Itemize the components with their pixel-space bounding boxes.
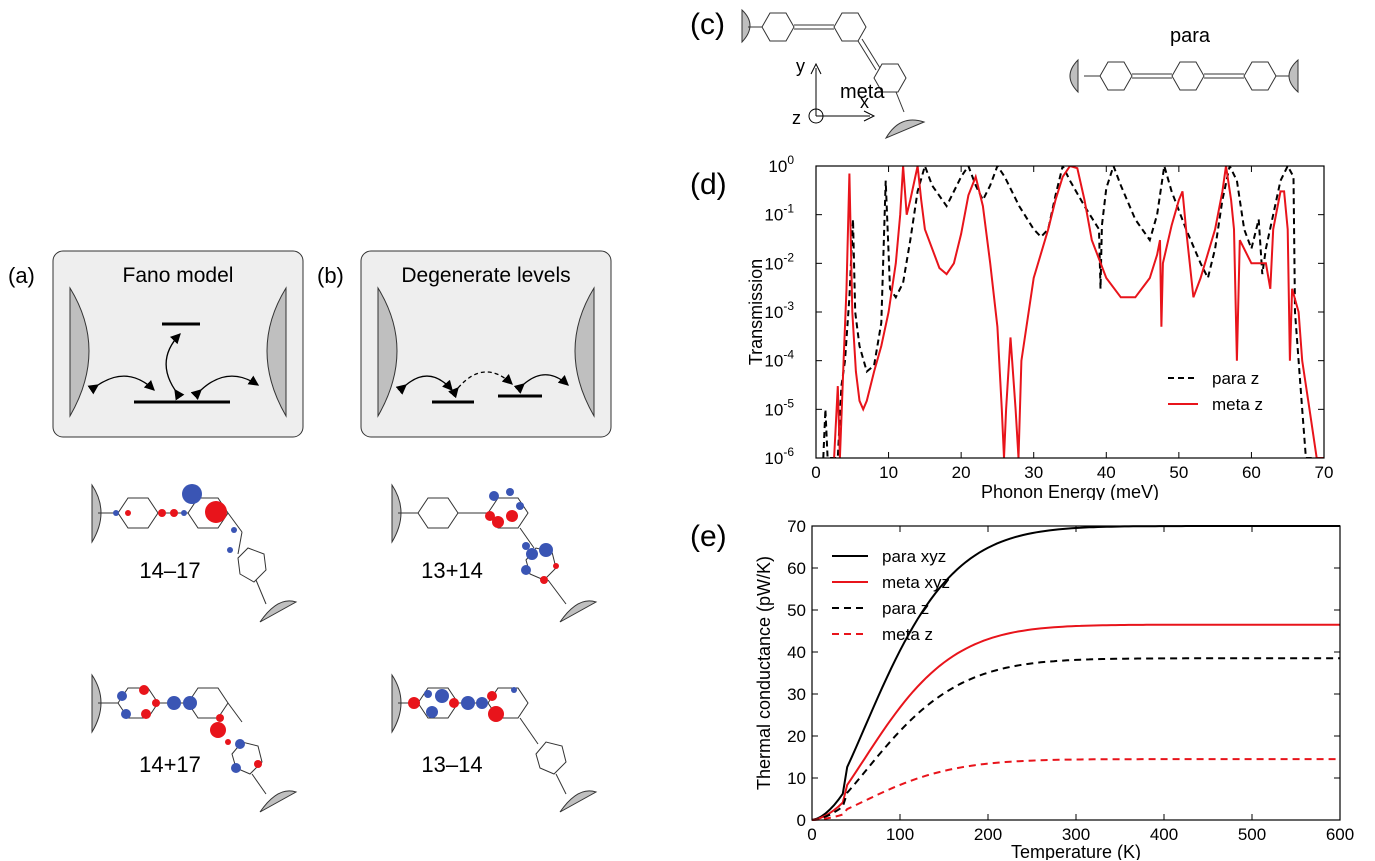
x-tick-label: 500 bbox=[1238, 825, 1266, 844]
axes-indicator: y x z bbox=[792, 56, 876, 128]
x-axis-label: Temperature (K) bbox=[1011, 842, 1141, 860]
panel-label-b: (b) bbox=[317, 263, 344, 288]
para-molecule: para bbox=[1069, 25, 1299, 94]
panel-label-e: (e) bbox=[690, 520, 727, 553]
x-tick-label: 300 bbox=[1062, 825, 1090, 844]
legend-label: para z bbox=[882, 599, 929, 618]
y-tick-label: 10-2 bbox=[764, 250, 794, 273]
para-label: para bbox=[1170, 25, 1211, 47]
plot-frame bbox=[811, 525, 1341, 821]
y-tick-label: 10-1 bbox=[764, 202, 794, 225]
x-tick-label: 40 bbox=[1097, 463, 1116, 482]
panel-label-a: (a) bbox=[8, 263, 35, 288]
panel-label-c: (c) bbox=[690, 8, 725, 41]
legend-label: para xyz bbox=[882, 547, 946, 566]
y-tick-label: 10-3 bbox=[764, 299, 794, 322]
thermal-conductance-chart: 0 100 200 300 400 500 600 0 10 20 30 40 50 60 70 Temper… bbox=[754, 517, 1354, 860]
legend-label: meta z bbox=[1212, 395, 1263, 414]
x-tick-label: 400 bbox=[1150, 825, 1178, 844]
degenerate-levels-diagram: Degenerate levels bbox=[360, 250, 612, 438]
x-tick-label: 0 bbox=[807, 825, 816, 844]
transmission-chart: 0 10 20 30 40 50 60 70 10-6 10-5 10-4 10-3 10-2 10-1 1… bbox=[746, 153, 1334, 500]
x-axis-label: x bbox=[860, 92, 869, 112]
y-tick-label: 100 bbox=[768, 153, 794, 176]
orbital-label-13-14: 13–14 bbox=[421, 752, 482, 777]
plot-frame bbox=[815, 165, 1325, 459]
left-lead-shape bbox=[69, 286, 90, 418]
meta-molecule: meta bbox=[741, 8, 926, 140]
molecule-structures: meta y x z para bbox=[741, 8, 1299, 140]
y-tick-label: 10 bbox=[787, 769, 806, 788]
right-lead-shape bbox=[266, 286, 287, 418]
orbital-13-14: 13–14 bbox=[391, 673, 598, 813]
series-line-meta-xyz bbox=[811, 623, 1340, 821]
x-tick-label: 30 bbox=[1024, 463, 1043, 482]
degenerate-title: Degenerate levels bbox=[401, 264, 570, 287]
y-tick-label: 40 bbox=[787, 643, 806, 662]
y-tick-label: 50 bbox=[787, 601, 806, 620]
panel-label-d: (d) bbox=[690, 168, 727, 201]
x-axis-label: Phonon Energy (meV) bbox=[981, 482, 1159, 500]
orbital-label-14-17: 14–17 bbox=[139, 558, 200, 583]
x-tick-label: 10 bbox=[879, 463, 898, 482]
x-tick-label: 20 bbox=[952, 463, 971, 482]
legend-label: para z bbox=[1212, 369, 1259, 388]
y-axis-label: Thermal conductance (pW/K) bbox=[754, 556, 774, 790]
y-tick-label: 10-4 bbox=[764, 348, 794, 371]
y-axis-label: y bbox=[796, 56, 805, 76]
meta-label: meta bbox=[840, 81, 885, 103]
series-line-meta-z bbox=[811, 758, 1340, 821]
x-tick-label: 50 bbox=[1169, 463, 1188, 482]
series-line-meta-z bbox=[833, 166, 1324, 458]
x-tick-label: 600 bbox=[1326, 825, 1354, 844]
y-tick-label: 30 bbox=[787, 685, 806, 704]
orbital-14-plus-17: 14+17 bbox=[91, 673, 298, 813]
x-tick-label: 200 bbox=[974, 825, 1002, 844]
x-tick-label: 100 bbox=[886, 825, 914, 844]
y-tick-label: 70 bbox=[787, 517, 806, 536]
legend-label: meta xyz bbox=[882, 573, 950, 592]
series-line-para-z bbox=[822, 166, 1317, 458]
z-axis-label: z bbox=[792, 108, 801, 128]
x-tick-label: 60 bbox=[1242, 463, 1261, 482]
y-tick-label: 60 bbox=[787, 559, 806, 578]
orbital-14-17: 14–17 bbox=[91, 483, 298, 623]
orbitals-left: 14–17 14+17 bbox=[91, 483, 298, 813]
x-tick-label: 70 bbox=[1315, 463, 1334, 482]
y-tick-label: 20 bbox=[787, 727, 806, 746]
y-tick-label: 10-6 bbox=[764, 445, 794, 468]
fano-model-diagram: Fano model bbox=[52, 250, 304, 438]
orbital-label-14-plus-17: 14+17 bbox=[139, 752, 201, 777]
orbitals-right: 13+14 13–14 bbox=[391, 483, 598, 813]
series-line-para-z bbox=[811, 657, 1340, 821]
orbital-label-13-plus-14: 13+14 bbox=[421, 558, 483, 583]
fano-title: Fano model bbox=[123, 264, 234, 287]
x-tick-label: 0 bbox=[811, 463, 820, 482]
series-line-para-xyz bbox=[811, 525, 1340, 821]
y-axis-label: Transmission bbox=[746, 259, 766, 365]
y-tick-label: 0 bbox=[797, 811, 806, 830]
y-tick-label: 10-5 bbox=[764, 396, 794, 419]
legend-label: meta z bbox=[882, 625, 933, 644]
orbital-13-plus-14: 13+14 bbox=[391, 483, 598, 623]
